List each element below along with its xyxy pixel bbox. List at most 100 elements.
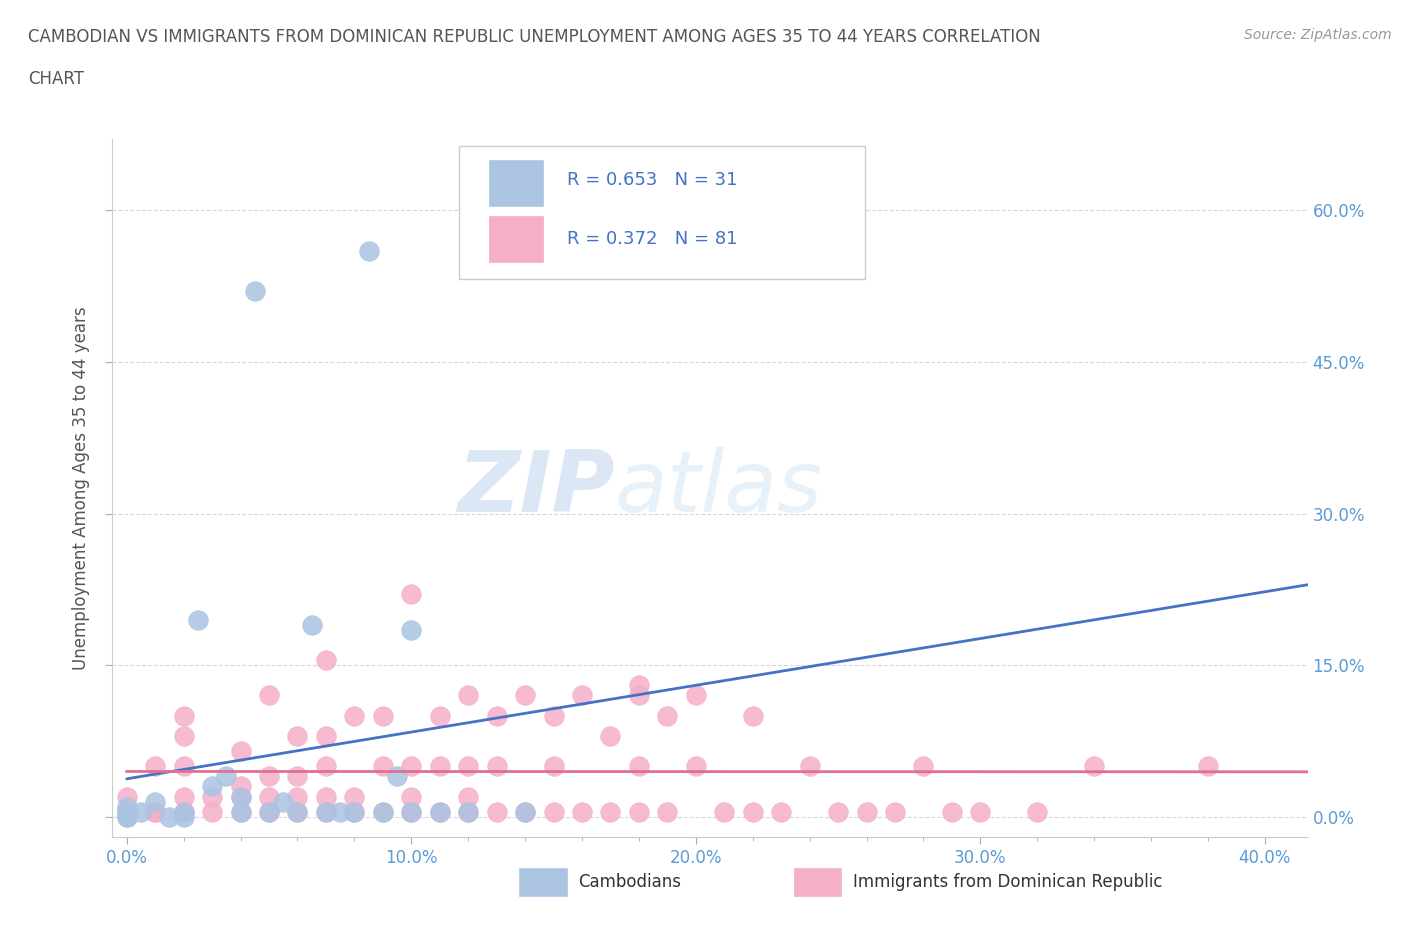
Point [271, 794, 294, 809]
Point [513, 804, 536, 819]
Y-axis label: Unemployment Among Ages 35 to 44 years: Unemployment Among Ages 35 to 44 years [72, 307, 90, 670]
Point [287, 804, 309, 819]
Point [401, 759, 423, 774]
Point [401, 622, 423, 637]
Point [401, 790, 423, 804]
Point [571, 804, 593, 819]
Point [912, 759, 935, 774]
Point [770, 804, 793, 819]
Point [229, 804, 252, 819]
Point [627, 688, 650, 703]
Point [1083, 759, 1105, 774]
Point [799, 759, 821, 774]
Text: R = 0.372   N = 81: R = 0.372 N = 81 [567, 230, 737, 247]
Point [1026, 804, 1049, 819]
Point [485, 804, 508, 819]
Point [343, 709, 366, 724]
Point [115, 809, 138, 824]
Point [287, 769, 309, 784]
Point [115, 804, 138, 819]
Point [657, 804, 679, 819]
Point [429, 804, 451, 819]
Point [173, 804, 195, 819]
Point [599, 728, 621, 743]
Point [257, 769, 280, 784]
Point [173, 809, 195, 824]
Point [229, 790, 252, 804]
Point [343, 790, 366, 804]
Point [371, 804, 394, 819]
Point [229, 804, 252, 819]
Point [143, 804, 166, 819]
Point [685, 688, 707, 703]
Point [855, 804, 877, 819]
Point [287, 728, 309, 743]
FancyBboxPatch shape [489, 161, 543, 206]
Point [143, 804, 166, 819]
Point [315, 728, 337, 743]
Point [571, 688, 593, 703]
Point [173, 804, 195, 819]
Point [115, 790, 138, 804]
Point [513, 688, 536, 703]
Point [115, 804, 138, 819]
Point [371, 709, 394, 724]
FancyBboxPatch shape [489, 217, 543, 261]
Point [457, 804, 479, 819]
Point [243, 284, 266, 299]
Point [713, 804, 735, 819]
Point [173, 790, 195, 804]
Point [371, 804, 394, 819]
Point [401, 804, 423, 819]
Point [457, 804, 479, 819]
Point [385, 769, 408, 784]
Point [257, 688, 280, 703]
Point [315, 790, 337, 804]
Point [229, 744, 252, 759]
Point [457, 759, 479, 774]
Point [201, 790, 224, 804]
Point [401, 587, 423, 602]
Point [257, 804, 280, 819]
Point [827, 804, 849, 819]
FancyBboxPatch shape [458, 147, 865, 279]
Point [543, 709, 565, 724]
Point [685, 759, 707, 774]
Point [429, 804, 451, 819]
Point [457, 688, 479, 703]
Point [301, 618, 323, 632]
Text: CAMBODIAN VS IMMIGRANTS FROM DOMINICAN REPUBLIC UNEMPLOYMENT AMONG AGES 35 TO 44: CAMBODIAN VS IMMIGRANTS FROM DOMINICAN R… [28, 28, 1040, 46]
Point [884, 804, 907, 819]
Point [457, 790, 479, 804]
Point [627, 759, 650, 774]
Point [115, 799, 138, 814]
Text: CHART: CHART [28, 70, 84, 87]
Point [627, 804, 650, 819]
Point [429, 709, 451, 724]
Point [115, 809, 138, 824]
Point [229, 779, 252, 794]
Point [543, 759, 565, 774]
Point [627, 678, 650, 693]
Point [143, 794, 166, 809]
Point [657, 709, 679, 724]
Point [969, 804, 991, 819]
Point [173, 728, 195, 743]
Text: Source: ZipAtlas.com: Source: ZipAtlas.com [1244, 28, 1392, 42]
Point [357, 244, 380, 259]
Text: Immigrants from Dominican Republic: Immigrants from Dominican Republic [853, 873, 1163, 891]
Point [287, 804, 309, 819]
Point [229, 790, 252, 804]
Point [257, 790, 280, 804]
Point [401, 804, 423, 819]
Point [173, 709, 195, 724]
Point [201, 779, 224, 794]
Point [329, 804, 352, 819]
Point [157, 809, 180, 824]
Point [315, 804, 337, 819]
Point [215, 769, 238, 784]
Point [115, 804, 138, 819]
Point [513, 804, 536, 819]
Point [343, 804, 366, 819]
Point [315, 653, 337, 668]
